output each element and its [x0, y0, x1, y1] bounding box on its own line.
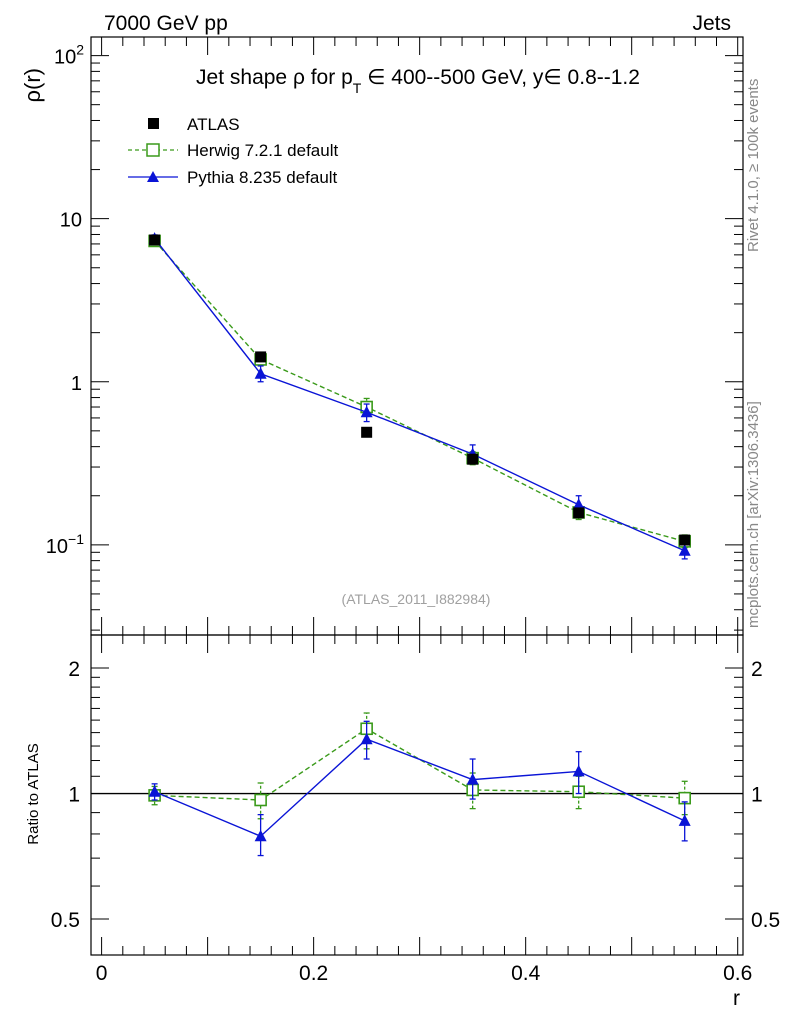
pythia-data-point — [466, 773, 479, 785]
analysis-watermark: (ATLAS_2011_I882984) — [342, 591, 491, 607]
atlas-data-point — [255, 351, 267, 363]
main-y-axis-label: ρ(r) — [20, 68, 45, 103]
atlas-data-point — [573, 507, 585, 519]
pythia-data-point — [254, 829, 267, 842]
atlas-data-point — [149, 234, 161, 246]
rivet-version-label: Rivet 4.1.0, ≥ 100k events — [745, 79, 762, 252]
x-axis-label: r — [733, 987, 740, 1010]
pythia-data-point — [572, 498, 585, 510]
ratio-y-tick-label-left: 2 — [68, 658, 80, 681]
herwig-data-point — [254, 793, 267, 807]
ratio-y-tick-label-right: 0.5 — [751, 909, 780, 932]
ratio-y-tick-label-right: 2 — [751, 658, 763, 681]
header-right-label: Jets — [692, 12, 731, 35]
pythia-data-point — [678, 544, 691, 556]
x-tick-label: 0.6 — [723, 962, 752, 985]
ratio-y-tick-label-left: 0.5 — [51, 909, 80, 932]
pythia-series-line — [154, 738, 685, 838]
ratio-y-axis-label: Ratio to ATLAS — [25, 743, 42, 844]
herwig-series-line — [154, 240, 685, 543]
pythia-data-point — [360, 732, 373, 745]
pythia-data-point — [360, 405, 373, 418]
x-tick-label: 0 — [96, 962, 108, 985]
legend-pythia-label: Pythia 8.235 default — [187, 168, 338, 187]
ratio-data-layer — [148, 712, 691, 857]
main-y-tick-label: 102 — [54, 42, 84, 69]
legend: ATLAS Herwig 7.2.1 default Pythia 8.235 … — [128, 115, 338, 187]
main-y-tick-label: 10−1 — [46, 531, 84, 558]
legend-pythia-marker — [147, 171, 159, 182]
legend-herwig-label: Herwig 7.2.1 default — [187, 141, 338, 160]
ratio-y-tick-label-left: 1 — [68, 784, 80, 807]
main-chart-title: Jet shape ρ for pT ∈ 400--500 GeV, y∈ 0.… — [196, 66, 640, 96]
atlas-data-point — [361, 426, 373, 438]
pythia-series-line — [154, 238, 685, 552]
pythia-data-point — [254, 367, 267, 379]
legend-herwig-marker — [146, 143, 160, 157]
atlas-data-point — [467, 453, 479, 465]
pythia-data-point — [678, 814, 691, 826]
pythia-data-point — [148, 785, 161, 797]
ratio-y-tick-label-right: 1 — [751, 784, 763, 807]
x-tick-label: 0.4 — [511, 962, 541, 985]
main-data-layer — [148, 232, 691, 560]
ratio-axis-ticks: 0.5 0.5 1 1 2 2 0 0.2 0.4 0.6 — [51, 635, 780, 985]
main-y-tick-label: 1 — [71, 373, 82, 395]
ratio-plot-frame — [90, 634, 744, 956]
x-tick-label: 0.2 — [299, 962, 328, 985]
pythia-data-point — [572, 764, 585, 777]
header-left-label: 7000 GeV pp — [104, 12, 228, 35]
main-axis-ticks: 10−1 1 10 102 — [46, 37, 743, 635]
legend-atlas-marker — [148, 118, 159, 129]
atlas-data-point — [679, 534, 691, 546]
mcplots-source-label: mcplots.cern.ch [arXiv:1306.3436] — [745, 401, 762, 628]
legend-atlas-label: ATLAS — [187, 115, 240, 134]
main-y-tick-label: 10 — [60, 210, 82, 232]
herwig-series-line — [154, 727, 685, 801]
